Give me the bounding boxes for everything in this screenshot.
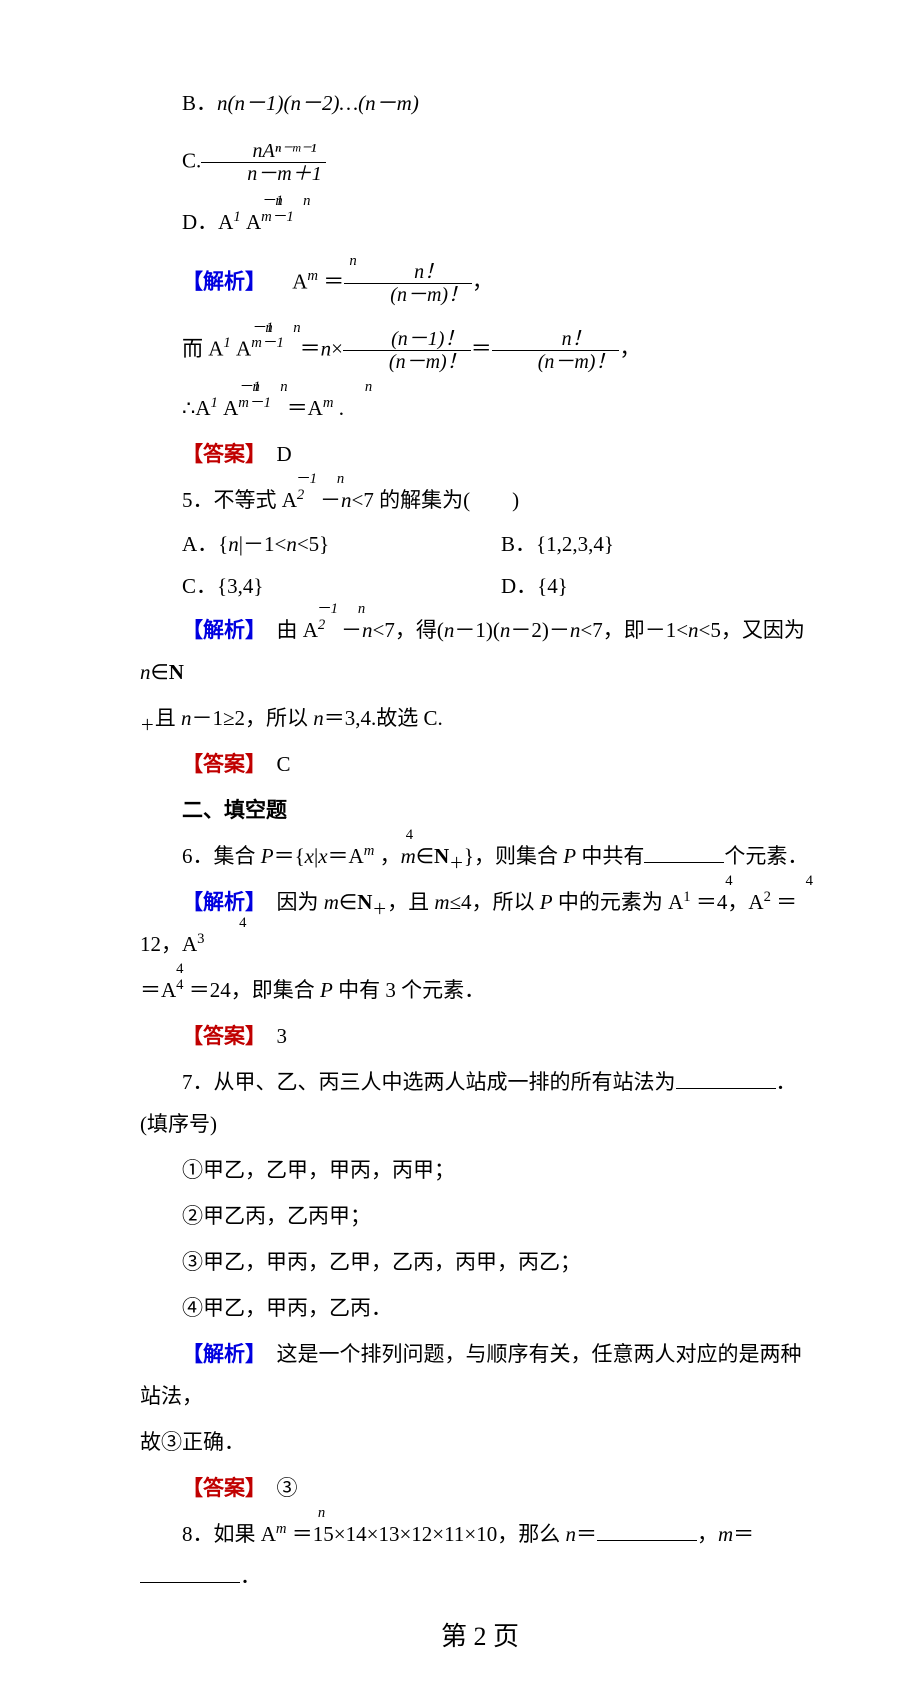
q5-c: C．{3,4} <box>182 565 501 607</box>
q7-opt3: ③甲乙，甲丙，乙甲，乙丙，丙甲，丙乙； <box>140 1239 820 1285</box>
jiexi1-post: ， <box>472 269 493 293</box>
jiexi-5-l2: ＋且 n－1≥2，所以 n＝3,4.故选 C. <box>140 695 820 741</box>
q7-opt1: ①甲乙，乙甲，甲丙，丙甲； <box>140 1147 820 1193</box>
jiexi-1: 【解析】 Amn ＝n！(n－m)！， <box>140 251 820 316</box>
option-c-frac: nAⁿ⁻ᵐ⁻¹n－m＋1 <box>201 140 325 185</box>
q6-blank <box>644 841 724 863</box>
q5-d: D．{4} <box>501 565 820 607</box>
page-footer: 第 2 页 <box>140 1611 820 1663</box>
jiexi6-text2: ＝A44 ＝24，即集合 P 中有 3 个元素． <box>140 978 485 1002</box>
option-c: C.nAⁿ⁻ᵐ⁻¹n－m＋1 <box>140 132 820 193</box>
jiexi2-den1: (n－m)！ <box>343 351 471 373</box>
q6: 6．集合 P＝{x|x＝Am4 ，m∈N＋}，则集合 P 中共有 个元素． <box>140 833 820 879</box>
page-container: B．n(n－1)(n－2)…(n－m) C.nAⁿ⁻ᵐ⁻¹n－m＋1 D．A1n… <box>0 0 920 1703</box>
ans7: ③ <box>256 1476 298 1500</box>
answer-7: 【答案】 ③ <box>140 1465 820 1511</box>
jiexi-6-l1: 【解析】 因为 m∈N＋，且 m≤4，所以 P 中的元素为 A14 ＝4，A24… <box>140 879 820 967</box>
option-c-num: nAⁿ⁻ᵐ⁻¹ <box>201 140 325 163</box>
q5: 5．不等式 A2n－1 －n<7 的解集为( ) <box>140 477 820 523</box>
q5-choices-1: A．{n|－1<n<5} B．{1,2,3,4} <box>140 523 820 565</box>
q6-tail: 个元素． <box>724 844 808 868</box>
ans5: C <box>256 752 291 776</box>
jiexi5-text2: ＋且 n－1≥2，所以 n＝3,4.故选 C. <box>140 706 443 730</box>
q5-a: A．{n|－1<n<5} <box>182 523 501 565</box>
daan-label-7: 【答案】 <box>182 1476 256 1500</box>
option-c-label: C. <box>182 148 201 172</box>
answer-6: 【答案】 3 <box>140 1013 820 1059</box>
jiexi1-num: n！ <box>344 261 472 284</box>
daan-label-5: 【答案】 <box>182 752 256 776</box>
jiexi-7-l2: 故③正确． <box>140 1419 820 1465</box>
jiexi1-den: (n－m)！ <box>344 284 472 306</box>
jiexi-6-l2: ＝A44 ＝24，即集合 P 中有 3 个元素． <box>140 967 820 1013</box>
jiexi3-text: ∴A1n Am－1n－1 ＝Amn . <box>182 396 344 420</box>
q5-choices-2: C．{3,4} D．{4} <box>140 565 820 607</box>
q5-b: B．{1,2,3,4} <box>501 523 820 565</box>
jiexi2-frac1: (n－1)！(n－m)！ <box>343 328 471 373</box>
q8-mid: ，m＝ <box>697 1522 754 1546</box>
jiexi-label-5: 【解析】 <box>182 618 256 642</box>
q8-blank1 <box>597 1519 697 1541</box>
jiexi-7-l1: 【解析】 这是一个排列问题，与顺序有关，任意两人对应的是两种站法， <box>140 1331 820 1419</box>
q5-text: 5．不等式 A2n－1 －n<7 的解集为( ) <box>182 488 519 512</box>
jiexi2-pre: 而 A1n Am－1n－1 ＝n× <box>182 336 343 360</box>
q8: 8．如果 Amn ＝15×14×13×12×11×10，那么 n＝ ，m＝ ． <box>140 1511 820 1599</box>
jiexi1-frac: n！(n－m)！ <box>344 261 472 306</box>
answer-5: 【答案】 C <box>140 741 820 787</box>
jiexi-3: ∴A1n Am－1n－1 ＝Amn . <box>140 385 820 431</box>
jiexi2-post: ， <box>619 336 640 360</box>
jiexi2-mid: ＝ <box>471 336 492 360</box>
q6-text: 6．集合 P＝{x|x＝Am4 ，m∈N＋}，则集合 P 中共有 <box>182 844 644 868</box>
q8-blank2 <box>140 1561 240 1583</box>
daan-label-4: 【答案】 <box>182 442 256 466</box>
jiexi-label-7: 【解析】 <box>182 1342 256 1366</box>
q8-tail: ． <box>240 1564 261 1588</box>
jiexi2-num1: (n－1)！ <box>343 328 471 351</box>
option-d-text: D．A1n Am－1n－1 <box>182 210 294 234</box>
section-2: 二、填空题 <box>140 787 820 833</box>
option-d: D．A1n Am－1n－1 <box>140 199 820 245</box>
q7: 7．从甲、乙、丙三人中选两人站成一排的所有站法为．(填序号) <box>140 1059 820 1147</box>
q8-text: 8．如果 Amn ＝15×14×13×12×11×10，那么 n＝ <box>182 1522 597 1546</box>
option-b-label: B． <box>182 91 217 115</box>
option-c-den: n－m＋1 <box>201 163 325 185</box>
q7-opt4: ④甲乙，甲丙，乙丙． <box>140 1285 820 1331</box>
q7-opt2: ②甲乙丙，乙丙甲； <box>140 1193 820 1239</box>
jiexi2-num2: n！ <box>492 328 620 351</box>
jiexi2-den2: (n－m)！ <box>492 351 620 373</box>
ans4: D <box>256 442 292 466</box>
ans6: 3 <box>256 1024 288 1048</box>
q7-text: 7．从甲、乙、丙三人中选两人站成一排的所有站法为 <box>182 1070 676 1094</box>
jiexi-2: 而 A1n Am－1n－1 ＝n×(n－1)！(n－m)！＝n！(n－m)！， <box>140 322 820 379</box>
jiexi-label-6: 【解析】 <box>182 890 256 914</box>
option-b: B．n(n－1)(n－2)…(n－m) <box>140 80 820 126</box>
jiexi1-pre: Amn ＝ <box>271 269 344 293</box>
jiexi2-frac2: n！(n－m)！ <box>492 328 620 373</box>
q7-blank <box>676 1067 776 1089</box>
option-b-text: n(n－1)(n－2)…(n－m) <box>217 91 419 115</box>
answer-4: 【答案】 D <box>140 431 820 477</box>
daan-label-6: 【答案】 <box>182 1024 256 1048</box>
jiexi-label: 【解析】 <box>182 269 266 293</box>
jiexi-5-l1: 【解析】 由 A2n－1 －n<7，得(n－1)(n－2)－n<7，即－1<n<… <box>140 607 820 695</box>
